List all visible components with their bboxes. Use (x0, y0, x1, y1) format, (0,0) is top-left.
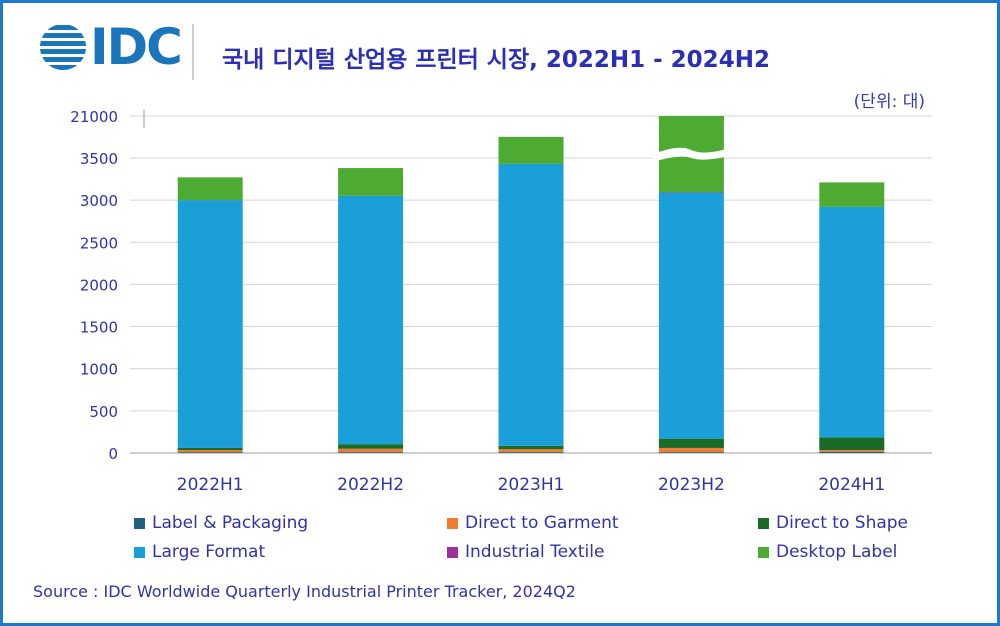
bar-segment (338, 444, 404, 449)
bar-segment (819, 451, 885, 453)
bar-segment (498, 452, 564, 453)
bar-segment (177, 452, 243, 453)
bar-segment (177, 447, 243, 451)
x-tick-label: 2022H1 (177, 475, 244, 495)
bar-segment (819, 182, 885, 207)
y-tick-label: 21000 (70, 108, 118, 126)
y-tick-label: 3000 (80, 192, 118, 210)
bar-segment (819, 437, 885, 451)
logo-text: IDC (90, 18, 183, 76)
bar-segment (498, 136, 564, 164)
bar-segment (177, 177, 243, 201)
bar-segment (658, 192, 724, 439)
y-tick-label: 2000 (80, 276, 118, 294)
y-tick-label: 500 (89, 403, 118, 421)
bar-segment (658, 447, 724, 453)
y-tick-label: 1500 (80, 319, 118, 337)
bar-segment (338, 448, 404, 453)
bar-segment (658, 192, 724, 193)
bar-break-marker (652, 147, 730, 162)
bar-segment (658, 438, 724, 448)
source-note: Source : IDC Worldwide Quarterly Industr… (33, 582, 576, 601)
header-divider (192, 24, 194, 80)
bar-segment (498, 449, 564, 453)
bar-segment (338, 195, 404, 445)
globe-icon (40, 25, 86, 70)
idc-logo: IDC (38, 18, 183, 76)
x-tick-label: 2022H2 (337, 475, 404, 495)
bar-segment (338, 168, 404, 196)
bar-segment (658, 452, 724, 453)
y-tick-label: 3500 (80, 150, 118, 168)
bar-segment (177, 200, 243, 448)
bar-segment (498, 445, 564, 450)
bar-segment (498, 163, 564, 446)
y-tick-label: 0 (108, 445, 118, 463)
x-tick-label: 2023H2 (658, 475, 725, 495)
bar-segment (338, 452, 404, 453)
chart-title: 국내 디지털 산업용 프린터 시장, 2022H1 - 2024H2 (222, 47, 770, 73)
bar-segment (819, 450, 885, 452)
bar-segment (177, 450, 243, 453)
bar-segment (819, 206, 885, 438)
y-tick-label: 2500 (80, 234, 118, 252)
x-tick-label: 2023H1 (498, 475, 565, 495)
unit-label: (단위: 대) (853, 92, 925, 112)
x-tick-label: 2024H1 (818, 475, 885, 495)
y-tick-label: 1000 (80, 361, 118, 379)
